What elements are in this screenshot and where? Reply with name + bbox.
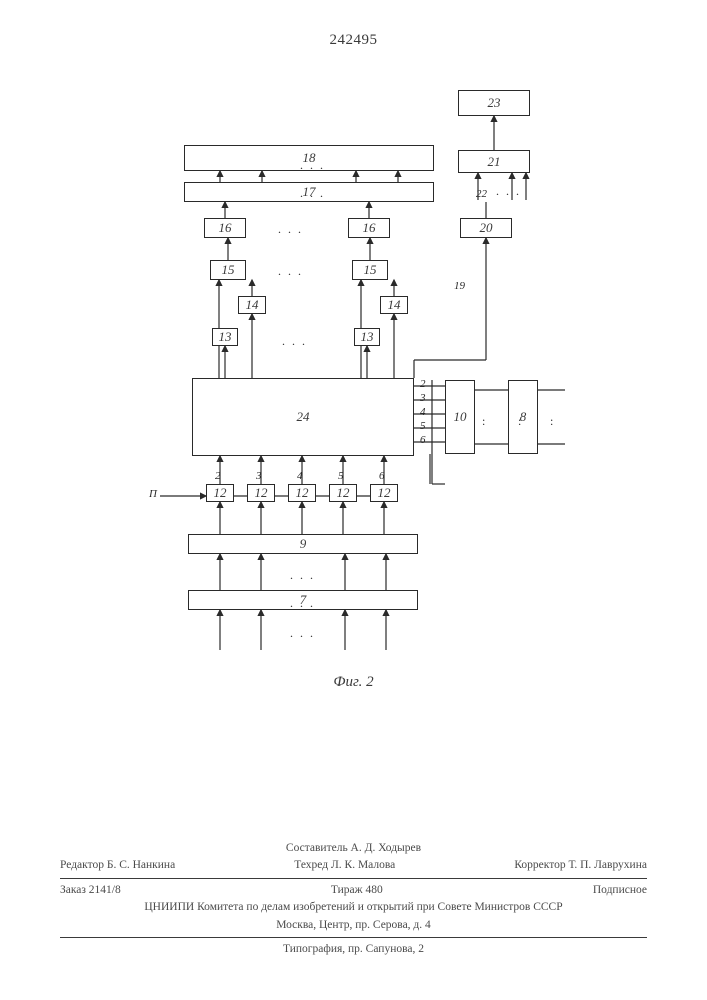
node-n9: 9 — [188, 534, 418, 554]
node-n12c: 12 — [288, 484, 316, 502]
node-n21: 21 — [458, 150, 530, 173]
node-n20: 20 — [460, 218, 512, 238]
edge-label: 6 — [379, 470, 385, 482]
node-n10: 10 — [445, 380, 475, 454]
node-n12a: 12 — [206, 484, 234, 502]
credits-org: ЦНИИПИ Комитета по делам изобретений и о… — [60, 900, 647, 916]
edge-label: 2 — [420, 378, 426, 390]
credits-address: Москва, Центр, пр. Серова, д. 4 — [60, 918, 647, 934]
node-n13b: 13 — [354, 328, 380, 346]
edge-label: 19 — [454, 280, 465, 292]
figure-caption: Фиг. 2 — [0, 674, 707, 691]
ellipsis: . . . — [278, 222, 303, 237]
node-n15b: 15 — [352, 260, 388, 280]
node-n14b: 14 — [380, 296, 408, 314]
ellipsis: : — [550, 414, 555, 429]
credits-typography: Типография, пр. Сапунова, 2 — [60, 942, 647, 958]
node-n16a: 16 — [204, 218, 246, 238]
node-n16b: 16 — [348, 218, 390, 238]
node-n23: 23 — [458, 90, 530, 116]
edge-label: 5 — [338, 470, 344, 482]
ellipsis: . . . — [290, 568, 315, 583]
ellipsis: . . . — [300, 158, 325, 173]
edge-label: 6 — [420, 434, 426, 446]
credits-editor: Редактор Б. С. Нанкина — [60, 858, 175, 874]
ellipsis: . . . — [290, 596, 315, 611]
edge-label: П — [149, 488, 157, 500]
edge-label: 5 — [420, 420, 426, 432]
credits-corrector: Корректор Т. П. Лаврухина — [514, 858, 647, 874]
ellipsis: . . . — [282, 334, 307, 349]
edge-label: 2 — [215, 470, 221, 482]
edge-label: 22 — [476, 188, 487, 200]
credits-order: Заказ 2141/8 — [60, 883, 121, 899]
ellipsis: : — [518, 414, 523, 429]
credits-author: Составитель А. Д. Ходырев — [60, 841, 647, 857]
rule-2 — [60, 937, 647, 938]
block-diagram: 2321181716162015151414131324108121212121… — [120, 90, 590, 680]
node-n24: 24 — [192, 378, 414, 456]
node-n15a: 15 — [210, 260, 246, 280]
edge-label: 4 — [420, 406, 426, 418]
page-number: 242495 — [0, 32, 707, 49]
credits-block: Составитель А. Д. Ходырев Редактор Б. С.… — [0, 839, 707, 1000]
edge-label: 3 — [256, 470, 262, 482]
credits-techred: Техред Л. К. Малова — [294, 858, 395, 874]
rule-1 — [60, 878, 647, 879]
node-n12b: 12 — [247, 484, 275, 502]
node-n13a: 13 — [212, 328, 238, 346]
node-n14a: 14 — [238, 296, 266, 314]
edge-label: 3 — [420, 392, 426, 404]
ellipsis: . . . — [278, 264, 303, 279]
edge-label: 4 — [297, 470, 303, 482]
ellipsis: . . . — [300, 186, 325, 201]
credits-tirage: Тираж 480 — [331, 883, 383, 899]
ellipsis: . . . — [290, 626, 315, 641]
credits-subscribed: Подписное — [593, 883, 647, 899]
node-n12d: 12 — [329, 484, 357, 502]
node-n12e: 12 — [370, 484, 398, 502]
ellipsis: : — [482, 414, 487, 429]
ellipsis: . . . — [496, 184, 521, 199]
